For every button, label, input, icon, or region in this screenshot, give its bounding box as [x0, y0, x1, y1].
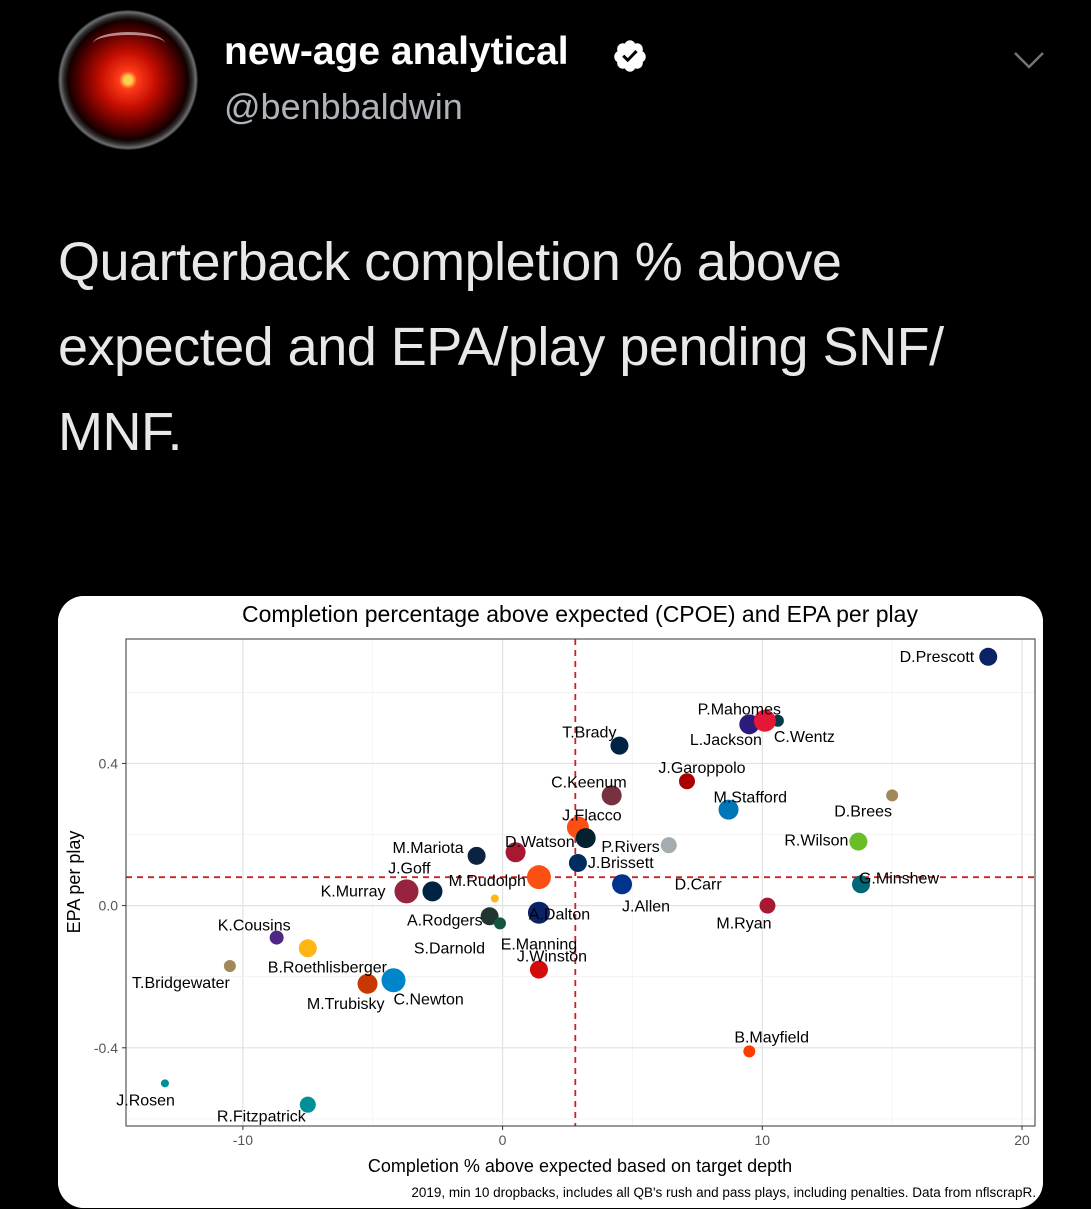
- x-axis-label: Completion % above expected based on tar…: [368, 1156, 792, 1176]
- data-point: [849, 832, 868, 851]
- data-point: [357, 973, 378, 994]
- point-label: J.Goff: [388, 860, 431, 877]
- point-label: J.Allen: [622, 898, 670, 915]
- data-point: [422, 881, 443, 902]
- data-points: [160, 647, 998, 1113]
- point-label: D.Carr: [675, 876, 723, 893]
- point-label: K.Murray: [321, 883, 386, 900]
- x-tick-label: 10: [755, 1132, 771, 1148]
- point-label: C.Newton: [394, 991, 464, 1008]
- point-label: T.Bridgewater: [132, 975, 230, 992]
- axis-ticks: -10 0 10 20 -0.4 0.0 0.4: [94, 755, 1030, 1148]
- point-label: A.Rodgers: [407, 912, 483, 929]
- data-point: [490, 894, 499, 903]
- data-point: [718, 799, 739, 820]
- data-point: [886, 789, 899, 802]
- y-tick-label: 0.4: [99, 755, 119, 771]
- y-tick-label: 0.0: [99, 898, 119, 914]
- chevron-down-icon[interactable]: [1012, 48, 1046, 72]
- data-point: [505, 842, 526, 863]
- point-label: J.Brissett: [588, 855, 654, 872]
- data-point: [612, 874, 633, 895]
- tweet-text: Quarterback completion % above expected …: [58, 232, 944, 462]
- data-point: [299, 1096, 316, 1113]
- point-label: D.Prescott: [900, 649, 975, 666]
- point-label: S.Darnold: [414, 940, 485, 957]
- reference-lines: [126, 639, 1035, 1126]
- x-tick-label: 0: [499, 1132, 507, 1148]
- point-label: P.Rivers: [601, 839, 659, 856]
- display-name[interactable]: new-age analytical: [224, 30, 569, 73]
- point-label: K.Cousins: [218, 918, 291, 935]
- data-point: [678, 773, 695, 790]
- avatar[interactable]: [58, 10, 198, 150]
- point-label: R.Fitzpatrick: [217, 1109, 307, 1126]
- data-point: [575, 828, 596, 849]
- data-point: [529, 960, 548, 979]
- avatar-highlight: [93, 32, 165, 55]
- scatter-chart: -10 0 10 20 -0.4 0.0 0.4 D.Prescott P.Mahomes C.…: [58, 596, 1043, 1208]
- point-label: B.Roethlisberger: [268, 959, 388, 976]
- chart-caption: 2019, min 10 dropbacks, includes all QB'…: [411, 1185, 1036, 1200]
- grid-lines: [126, 639, 1035, 1126]
- plot-panel: [125, 638, 1036, 1127]
- point-label: M.Stafford: [714, 790, 788, 807]
- point-label: J.Garoppolo: [658, 760, 745, 777]
- point-label: T.Brady: [562, 725, 616, 742]
- data-point: [851, 875, 870, 894]
- point-label: G.Minshew: [859, 870, 939, 887]
- verified-badge-icon: [614, 40, 646, 72]
- data-point: [979, 647, 998, 666]
- chart-image[interactable]: -10 0 10 20 -0.4 0.0 0.4 D.Prescott P.Mahomes C.…: [58, 596, 1043, 1208]
- point-label: D.Watson: [505, 834, 575, 851]
- y-tick-label: -0.4: [94, 1040, 118, 1056]
- data-point: [223, 960, 236, 973]
- data-point: [610, 736, 629, 755]
- user-handle[interactable]: @benbbaldwin: [224, 86, 463, 127]
- point-label: M.Mariota: [392, 840, 463, 857]
- data-point: [298, 939, 317, 958]
- data-point: [526, 865, 551, 890]
- data-point: [493, 917, 506, 930]
- data-point: [743, 1045, 756, 1058]
- point-label: C.Wentz: [774, 729, 835, 746]
- data-point: [753, 709, 776, 732]
- point-label: P.Mahomes: [698, 701, 781, 718]
- point-label: C.Keenum: [551, 774, 627, 791]
- point-label: M.Rudolph: [449, 873, 526, 890]
- data-point: [394, 879, 419, 904]
- data-point: [160, 1079, 169, 1088]
- point-label: B.Mayfield: [734, 1029, 809, 1046]
- data-point: [568, 853, 587, 872]
- data-point: [759, 897, 776, 914]
- point-label: J.Rosen: [116, 1092, 175, 1109]
- point-label: J.Winston: [517, 949, 587, 966]
- point-labels: D.Prescott P.Mahomes C.Wentz L.Jackson T.Bra…: [116, 649, 975, 1126]
- data-point: [467, 846, 486, 865]
- data-point: [601, 785, 622, 806]
- data-point: [660, 837, 677, 854]
- data-point: [480, 907, 499, 926]
- point-label: M.Trubisky: [307, 996, 385, 1013]
- x-tick-label: 20: [1014, 1132, 1030, 1148]
- point-label: R.Wilson: [784, 833, 848, 850]
- point-label: L.Jackson: [690, 732, 762, 749]
- point-label: D.Brees: [834, 803, 892, 820]
- point-label: M.Ryan: [716, 916, 771, 933]
- data-point: [381, 968, 406, 993]
- point-label: A.Dalton: [529, 906, 590, 923]
- data-point: [527, 901, 550, 924]
- x-tick-label: -10: [233, 1132, 253, 1148]
- point-label: E.Manning: [501, 937, 578, 954]
- y-axis-label: EPA per play: [64, 831, 84, 934]
- point-label: J.Flacco: [562, 807, 622, 824]
- chart-title: Completion percentage above expected (CP…: [242, 601, 918, 627]
- data-point: [269, 930, 284, 945]
